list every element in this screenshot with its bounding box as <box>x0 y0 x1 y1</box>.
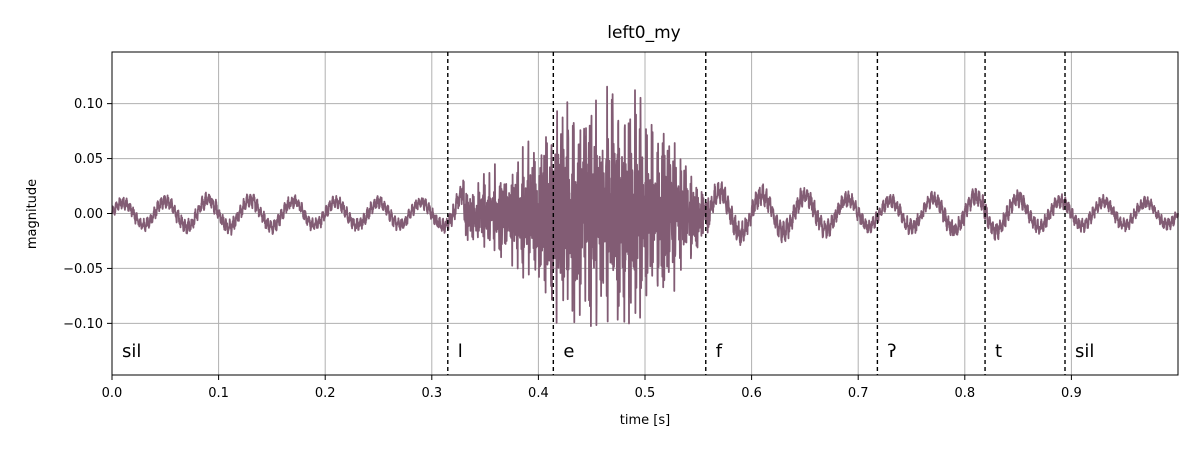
x-tick-label: 0.0 <box>102 386 123 401</box>
y-axis-label: magnitude <box>25 179 40 249</box>
waveform <box>111 85 1179 327</box>
x-tick-label: 0.2 <box>315 386 336 401</box>
y-tick-label: 0.10 <box>74 97 103 112</box>
y-tick-label: 0.05 <box>74 152 103 167</box>
waveform-line <box>111 85 1179 327</box>
x-tick-label: 0.4 <box>528 386 549 401</box>
x-tick-label: 0.7 <box>848 386 869 401</box>
segment-label-3: f <box>716 341 723 362</box>
segment-boundaries <box>447 52 1066 375</box>
chart-title: left0_my <box>607 23 680 43</box>
segment-label-0: sil <box>122 341 141 362</box>
x-axis-label: time [s] <box>620 413 670 428</box>
segment-label-6: sil <box>1075 341 1094 362</box>
x-tick-label: 0.6 <box>741 386 762 401</box>
x-tick-label: 0.3 <box>421 386 442 401</box>
x-tick-label: 0.9 <box>1061 386 1082 401</box>
segment-label-1: l <box>458 341 463 362</box>
segment-label-5: t <box>995 341 1002 362</box>
y-tick-label: −0.10 <box>63 317 103 332</box>
x-tick-label: 0.8 <box>954 386 975 401</box>
x-tick-label: 0.1 <box>208 386 229 401</box>
x-tick-label: 0.5 <box>635 386 656 401</box>
segment-label-2: e <box>563 341 574 362</box>
x-axis: 0.0 0.1 0.2 0.3 0.4 0.5 0.6 0.7 0.8 0.9 <box>102 375 1082 401</box>
y-tick-label: −0.05 <box>63 262 103 277</box>
segment-labels: sil l e f ʔ t sil <box>122 341 1094 362</box>
segment-label-4: ʔ <box>887 341 896 362</box>
y-tick-label: 0.00 <box>74 207 103 222</box>
y-axis: −0.10 −0.05 0.00 0.05 0.10 <box>63 97 112 332</box>
